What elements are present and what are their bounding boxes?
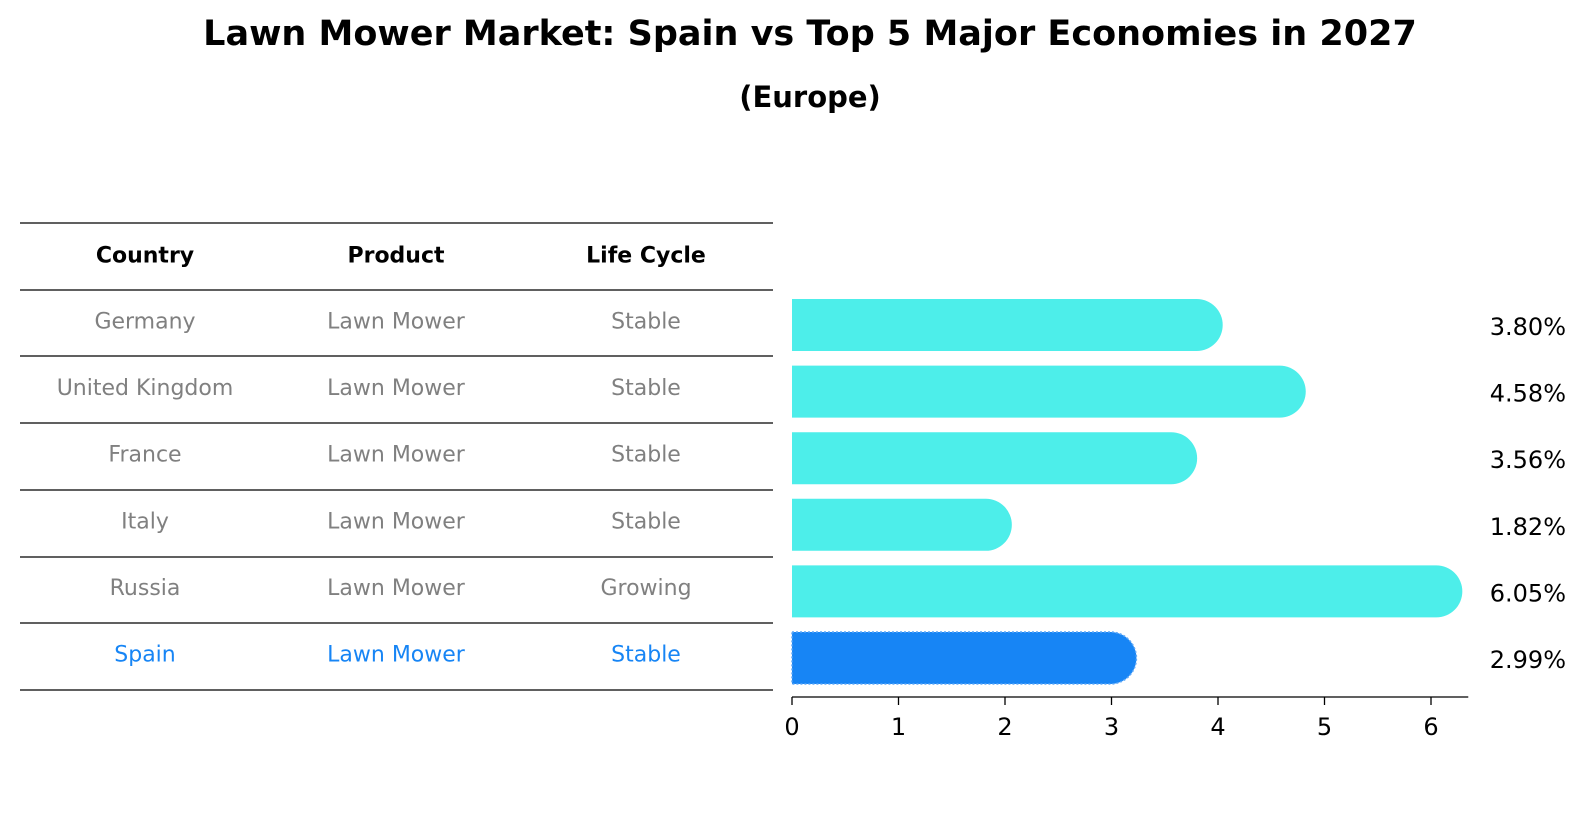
table-cell: Stable: [611, 443, 681, 468]
data-label: 2.99%: [1490, 646, 1566, 674]
table-cell: Lawn Mower: [327, 643, 466, 668]
x-axis: 0 1 2 3 4 5 6: [784, 696, 1469, 741]
x-tick-label: 6: [1423, 713, 1438, 741]
table-header-cell: Product: [347, 244, 445, 269]
x-tick-label: 2: [997, 713, 1012, 741]
bar: [792, 365, 1306, 418]
data-label: 1.82%: [1490, 513, 1566, 541]
table-cell: Lawn Mower: [327, 376, 466, 401]
chart-title: Lawn Mower Market: Spain vs Top 5 Major …: [203, 14, 1417, 54]
bar: [792, 432, 1198, 485]
x-tick-label: 1: [891, 713, 906, 741]
table-cell: Lawn Mower: [327, 576, 466, 601]
bar: [791, 631, 1138, 685]
x-tick-label: 5: [1317, 713, 1332, 741]
data-label: 4.58%: [1490, 380, 1566, 408]
table-cell: Lawn Mower: [327, 509, 466, 534]
table-cell: Lawn Mower: [327, 310, 466, 335]
table-cell: Growing: [600, 576, 691, 601]
data-label: 3.80%: [1490, 313, 1566, 341]
table-cell: Lawn Mower: [327, 443, 466, 468]
bar: [792, 299, 1223, 351]
data-label: 6.05%: [1490, 579, 1566, 607]
x-tick-label: 0: [784, 713, 799, 741]
table-cell: Stable: [611, 509, 681, 534]
x-tick-label: 4: [1210, 713, 1225, 741]
table-cell: Stable: [611, 643, 681, 668]
table-header-cell: Country: [96, 244, 194, 269]
table-header-cell: Life Cycle: [586, 244, 706, 269]
table-cell: Germany: [94, 310, 195, 335]
data-label: 3.56%: [1490, 446, 1566, 474]
bar-plot: 3.80% 4.58% 3.56% 1.82% 6.05% 2.99%: [791, 299, 1566, 685]
bar: [792, 498, 1012, 551]
table-cell: Russia: [110, 576, 181, 601]
bar: [792, 565, 1463, 618]
table-cell: United Kingdom: [57, 376, 234, 401]
table-cell: Spain: [114, 643, 175, 668]
table-cell: France: [108, 443, 181, 468]
chart-subtitle: (Europe): [739, 80, 881, 114]
table-cell: Stable: [611, 310, 681, 335]
table-cell: Italy: [121, 509, 169, 534]
data-table: Country Product Life Cycle Germany Lawn Mowe…: [20, 222, 773, 691]
table-cell: Stable: [611, 376, 681, 401]
x-tick-label: 3: [1104, 713, 1119, 741]
